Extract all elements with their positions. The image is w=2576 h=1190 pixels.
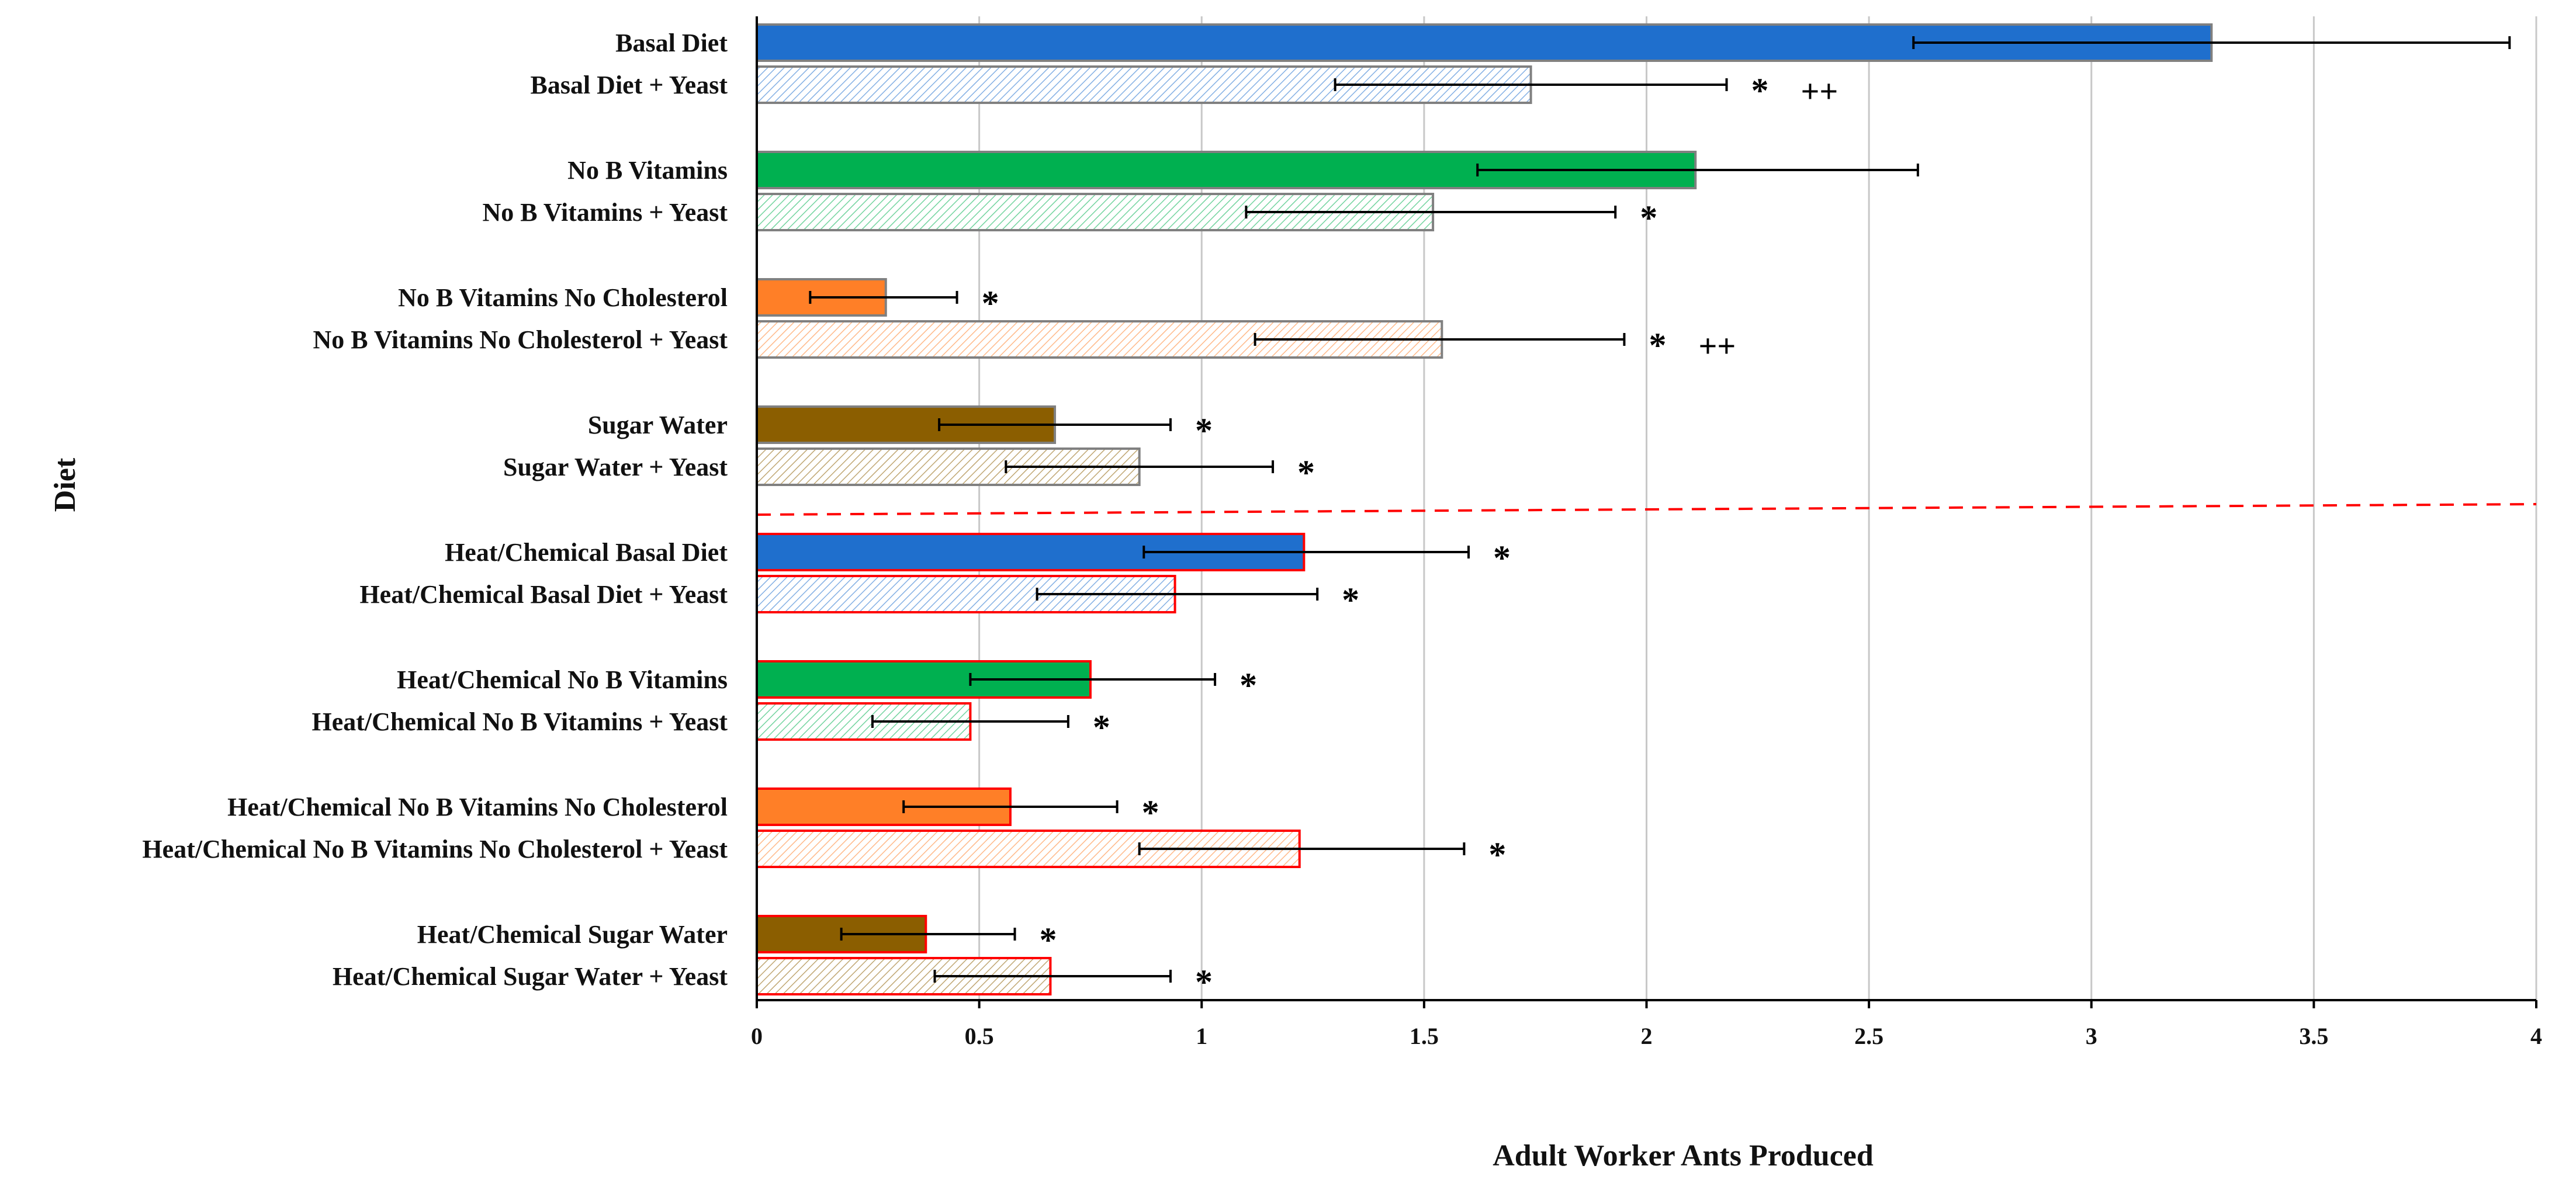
category-label-10: Heat/Chemical No B Vitamins: [397, 665, 728, 694]
annotation-3-0: *: [1640, 199, 1657, 237]
annotation-14-0: *: [1040, 921, 1057, 959]
x-tick-label-8: 4: [2530, 1023, 2542, 1049]
x-tick-label-7: 3.5: [2299, 1023, 2328, 1049]
annotation-15-0: *: [1195, 963, 1213, 1001]
x-tick-label-1: 0.5: [965, 1023, 994, 1049]
category-label-6: Sugar Water: [588, 411, 728, 439]
x-tick-label-2: 1: [1196, 1023, 1207, 1049]
category-label-1: Basal Diet + Yeast: [530, 71, 728, 99]
annotation-11-0: *: [1093, 708, 1110, 747]
category-label-2: No B Vitamins: [567, 156, 728, 185]
category-label-14: Heat/Chemical Sugar Water: [417, 920, 728, 949]
annotation-5-0: *: [1649, 326, 1666, 365]
bars: [756, 23, 2537, 995]
annotation-4-0: *: [982, 284, 999, 322]
category-label-11: Heat/Chemical No B Vitamins + Yeast: [312, 707, 728, 736]
x-axis-title: Adult Worker Ants Produced: [1493, 1139, 1874, 1172]
x-tick-label-6: 3: [2086, 1023, 2097, 1049]
category-label-7: Sugar Water + Yeast: [503, 453, 728, 481]
annotation-7-0: *: [1297, 453, 1315, 492]
category-label-0: Basal Diet: [615, 29, 728, 57]
annotation-5-1: ++: [1698, 328, 1736, 365]
annotation-8-0: *: [1493, 539, 1511, 577]
annotation-6-0: *: [1195, 411, 1213, 450]
category-label-4: No B Vitamins No Cholesterol: [398, 283, 728, 312]
labels: Basal Diet Basal Diet + Yeast * ++ No B Vita…: [142, 29, 1838, 1001]
annotation-1-0: *: [1751, 71, 1769, 110]
x-tick-label-0: 0: [751, 1023, 763, 1049]
x-tick-label-3: 1.5: [1410, 1023, 1439, 1049]
annotation-12-0: *: [1142, 793, 1159, 832]
category-label-9: Heat/Chemical Basal Diet + Yeast: [359, 580, 728, 609]
category-label-3: No B Vitamins + Yeast: [483, 198, 728, 227]
axes: 0 0.5 1 1.5 2 2.5 3 3.5 4: [751, 16, 2542, 1049]
annotation-1-1: ++: [1801, 74, 1838, 110]
category-label-5: No B Vitamins No Cholesterol + Yeast: [313, 325, 728, 354]
divider-line: [756, 503, 2537, 516]
x-tick-label-4: 2: [1641, 1023, 1653, 1049]
annotation-13-0: *: [1488, 835, 1506, 874]
annotation-9-0: *: [1342, 581, 1359, 619]
category-label-8: Heat/Chemical Basal Diet: [445, 538, 728, 567]
category-label-15: Heat/Chemical Sugar Water + Yeast: [333, 962, 728, 991]
x-tick-label-5: 2.5: [1854, 1023, 1883, 1049]
category-label-12: Heat/Chemical No B Vitamins No Cholester…: [227, 793, 728, 821]
category-label-13: Heat/Chemical No B Vitamins No Cholester…: [142, 835, 728, 863]
y-axis-title: Diet: [49, 457, 82, 512]
annotation-10-0: *: [1239, 666, 1257, 705]
